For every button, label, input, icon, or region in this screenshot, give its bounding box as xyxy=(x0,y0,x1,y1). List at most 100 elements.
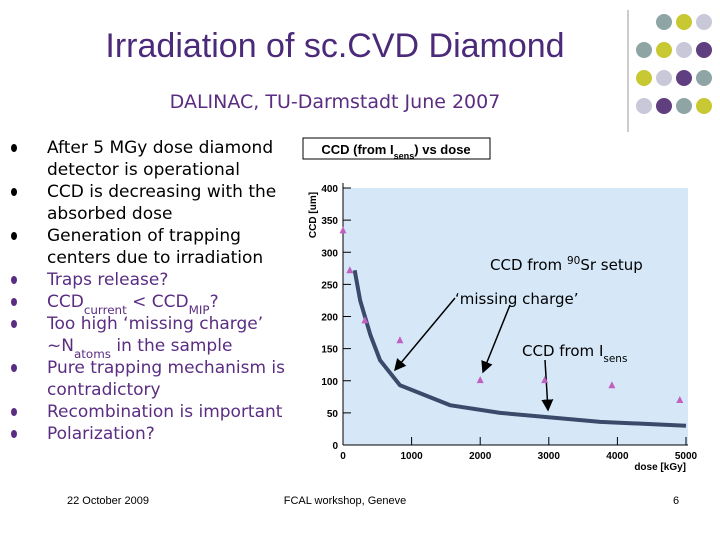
dot xyxy=(696,70,712,86)
subtitle: DALINAC, TU-Darmstadt June 2007 xyxy=(170,91,501,113)
data-point xyxy=(541,376,549,384)
subscript: current xyxy=(84,303,127,317)
decoration xyxy=(636,14,712,114)
annotation: CCD from Isens xyxy=(522,342,627,365)
dot xyxy=(696,14,712,30)
data-point xyxy=(676,396,684,404)
x-tick-label: 4000 xyxy=(606,451,629,462)
text-run: in the sample xyxy=(111,336,232,356)
text-run: Pure trapping mechanism is xyxy=(47,358,285,378)
text-run: Sr setup xyxy=(580,256,642,274)
text-run: absorbed dose xyxy=(47,204,172,224)
y-tick-label: 200 xyxy=(321,313,338,324)
subscript: sens xyxy=(603,353,627,365)
bullet-text: Too high ‘missing charge’ xyxy=(46,314,263,334)
text-run: CCD from xyxy=(490,256,567,274)
text-run: Generation of trapping xyxy=(47,226,241,246)
text-run: ‘missing charge’ xyxy=(455,290,579,308)
plot-area xyxy=(343,188,688,445)
y-tick-label: 400 xyxy=(321,184,338,195)
data-point xyxy=(339,226,347,234)
data-point xyxy=(346,266,354,274)
bullet-text: Generation of trapping xyxy=(47,226,241,246)
arrow xyxy=(541,359,554,412)
dot xyxy=(696,98,712,114)
y-axis-label: CCD [um] xyxy=(308,192,319,238)
annotation: ‘missing charge’ xyxy=(455,290,579,308)
text-run: detector is operational xyxy=(47,160,240,180)
x-tick-label: 0 xyxy=(340,451,346,462)
bullet-text: Traps release? xyxy=(46,270,168,290)
bullet xyxy=(11,430,17,438)
text-run: CCD is decreasing with the xyxy=(47,182,276,202)
text-run: CCD (from I xyxy=(321,142,393,157)
y-tick-label: 350 xyxy=(321,216,338,227)
dot xyxy=(656,42,672,58)
annotation: CCD from 90Sr setup xyxy=(490,255,643,274)
superscript: 90 xyxy=(567,255,580,267)
bullet xyxy=(11,232,17,240)
bullet-text: Polarization? xyxy=(47,424,155,444)
bullet-text: absorbed dose xyxy=(47,204,172,224)
text-run: Too high ‘missing charge’ xyxy=(46,314,263,334)
data-point xyxy=(396,336,404,344)
dot xyxy=(656,98,672,114)
bullet-text: ~Natoms in the sample xyxy=(47,336,232,361)
dot xyxy=(656,14,672,30)
bullet-text: Pure trapping mechanism is xyxy=(47,358,285,378)
bullet xyxy=(11,364,17,372)
bullet-text: CCDcurrent < CCDMIP? xyxy=(47,292,219,317)
y-tick-label: 50 xyxy=(327,409,339,420)
footer-event: FCAL workshop, Geneve xyxy=(284,495,406,507)
page-number: 6 xyxy=(673,495,679,507)
x-tick-label: 5000 xyxy=(675,451,698,462)
x-axis-label: dose [kGy] xyxy=(634,462,686,473)
bullet-text: Recombination is important xyxy=(47,402,283,422)
subscript: atoms xyxy=(74,347,111,361)
data-point xyxy=(361,316,369,324)
x-tick-label: 1000 xyxy=(400,451,423,462)
y-tick-label: 0 xyxy=(332,441,338,452)
dot xyxy=(676,42,692,58)
text-run: ) vs dose xyxy=(414,142,470,157)
bullet-text: contradictory xyxy=(47,380,161,400)
text-run: ~N xyxy=(47,336,74,356)
dot xyxy=(696,42,712,58)
x-tick-label: 2000 xyxy=(469,451,492,462)
text-run: CCD xyxy=(47,292,84,312)
chart-title: CCD (from Isens) vs dose xyxy=(321,142,470,161)
footer-date: 22 October 2009 xyxy=(67,495,149,507)
bullet xyxy=(11,298,17,306)
text-run: Recombination is important xyxy=(47,402,283,422)
text-run: centers due to irradiation xyxy=(47,248,263,268)
dot xyxy=(656,70,672,86)
dot xyxy=(636,98,652,114)
chart-title-box xyxy=(302,137,491,160)
bullet xyxy=(11,144,17,152)
data-point xyxy=(476,376,484,384)
bullet-text: centers due to irradiation xyxy=(47,248,263,268)
x-tick-label: 3000 xyxy=(538,451,561,462)
text-run: < CCD xyxy=(127,292,189,312)
bullet xyxy=(11,276,17,284)
dot xyxy=(636,70,652,86)
bullet-text: CCD is decreasing with the xyxy=(47,182,276,202)
text-run: contradictory xyxy=(47,380,161,400)
dot xyxy=(676,98,692,114)
text-run: ? xyxy=(210,292,219,312)
y-tick-label: 250 xyxy=(321,280,338,291)
y-tick-label: 100 xyxy=(321,377,338,388)
text-run: Polarization? xyxy=(47,424,155,444)
y-tick-label: 150 xyxy=(321,345,338,356)
bullet-text: After 5 MGy dose diamond xyxy=(47,138,273,158)
dot xyxy=(636,42,652,58)
text-run: After 5 MGy dose diamond xyxy=(47,138,273,158)
subscript: MIP xyxy=(189,303,210,317)
bullet xyxy=(11,320,17,328)
text-run: CCD from I xyxy=(522,342,603,360)
title: Irradiation of sc.CVD Diamond xyxy=(105,27,564,65)
dot xyxy=(676,70,692,86)
y-tick-label: 300 xyxy=(321,248,338,259)
text-run: Traps release? xyxy=(46,270,168,290)
